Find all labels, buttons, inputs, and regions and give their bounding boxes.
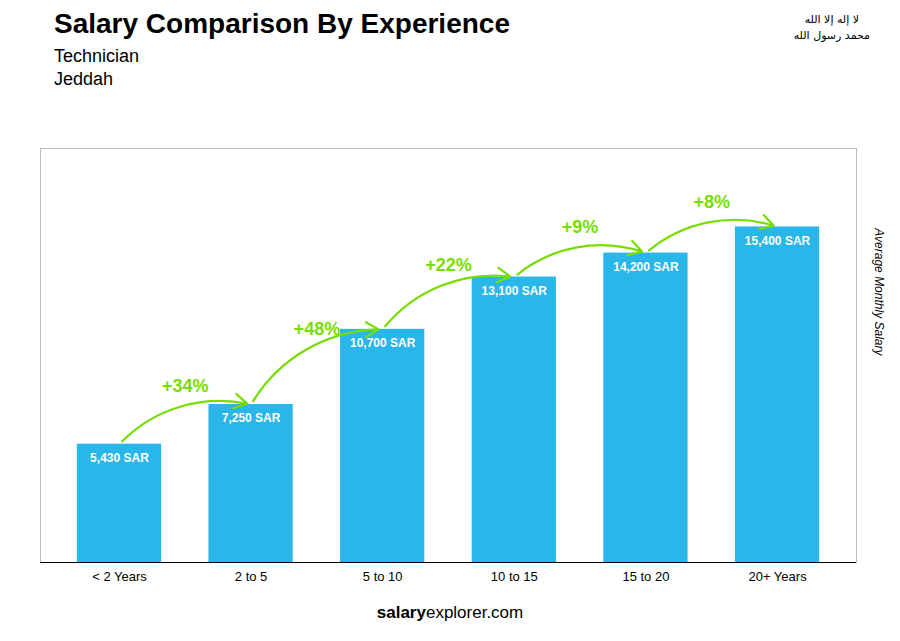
svg-text:+22%: +22% (425, 255, 472, 275)
svg-text:2 to 5: 2 to 5 (235, 569, 268, 584)
svg-text:< 2 Years: < 2 Years (92, 569, 147, 584)
svg-text:7,250 SAR: 7,250 SAR (222, 411, 281, 425)
html-text:salary explorer.com: salary explorer.com (376, 603, 524, 622)
html-text:محمد رسول الله: محمد رسول الله (793, 29, 870, 42)
svg-text:Average Monthly Salary: Average Monthly Salary (872, 227, 886, 356)
svg-text:+34%: +34% (162, 376, 209, 396)
svg-text:15,400 SAR: 15,400 SAR (745, 234, 811, 248)
html-text:لا إله إلا الله: لا إله إلا الله (804, 13, 859, 26)
svg-text:5,430 SAR: 5,430 SAR (90, 451, 149, 465)
svg-text:15 to 20: 15 to 20 (622, 569, 669, 584)
svg-text:13,100 SAR: 13,100 SAR (482, 284, 548, 298)
svg-text:+8%: +8% (693, 192, 730, 212)
svg-text:14,200 SAR: 14,200 SAR (613, 260, 679, 274)
svg-text:10,700 SAR: 10,700 SAR (350, 336, 416, 350)
html-text:Salary Comparison By Experienc: Salary Comparison By Experience (54, 8, 510, 39)
svg-text:10 to 15: 10 to 15 (491, 569, 538, 584)
html-text:Jeddah: Jeddah (54, 69, 114, 89)
svg-text:5 to 10: 5 to 10 (363, 569, 403, 584)
html-text:Technician: Technician (54, 46, 140, 66)
svg-text:+9%: +9% (562, 217, 599, 237)
svg-text:20+ Years: 20+ Years (748, 569, 807, 584)
svg-text:+48%: +48% (294, 319, 341, 339)
